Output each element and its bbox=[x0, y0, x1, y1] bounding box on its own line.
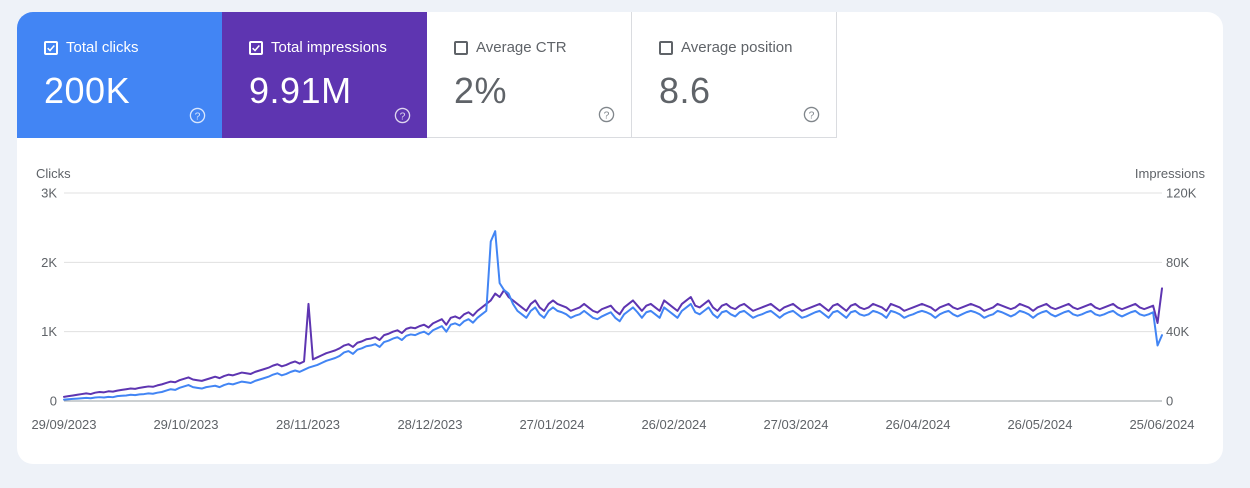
left-tick-label: 2K bbox=[41, 255, 57, 270]
performance-chart: Clicks Impressions 0 0 1K 40K 2K 80K 3K 120K 29/… bbox=[17, 152, 1223, 452]
right-tick-label: 80K bbox=[1166, 255, 1189, 270]
left-tick-label: 1K bbox=[41, 324, 57, 339]
metric-label: Total impressions bbox=[271, 39, 387, 56]
x-tick-label: 29/09/2023 bbox=[31, 417, 96, 432]
help-icon[interactable]: ? bbox=[598, 106, 615, 123]
series-line-total-clicks[interactable] bbox=[63, 230, 1163, 401]
right-tick-label: 0 bbox=[1166, 394, 1173, 409]
x-tick-label: 27/01/2024 bbox=[519, 417, 584, 432]
line-chart: Clicks Impressions 0 0 1K 40K 2K 80K 3K 120K 29/… bbox=[31, 166, 1206, 433]
metric-value: 200K bbox=[44, 70, 131, 111]
metric-value: 8.6 bbox=[659, 70, 711, 111]
right-tick-label: 40K bbox=[1166, 324, 1189, 339]
axis-ticks: 0 0 1K 40K 2K 80K 3K 120K 29/09/2023 29/10/2023 28… bbox=[31, 186, 1196, 433]
help-icon[interactable]: ? bbox=[394, 107, 411, 124]
svg-text:?: ? bbox=[604, 110, 610, 121]
x-tick-label: 29/10/2023 bbox=[153, 417, 218, 432]
x-tick-label: 27/03/2024 bbox=[763, 417, 828, 432]
metric-average-position[interactable]: Average position 8.6 ? bbox=[632, 12, 837, 138]
metric-value: 9.91M bbox=[249, 70, 352, 111]
x-tick-label: 28/12/2023 bbox=[397, 417, 462, 432]
series-line-total-impressions[interactable] bbox=[63, 287, 1163, 398]
grid-lines bbox=[64, 192, 1162, 402]
metric-label: Average CTR bbox=[476, 39, 567, 56]
x-tick-label: 26/05/2024 bbox=[1007, 417, 1072, 432]
series-lines bbox=[63, 230, 1163, 401]
metric-label: Total clicks bbox=[66, 39, 139, 56]
x-tick-label: 26/02/2024 bbox=[641, 417, 706, 432]
svg-text:?: ? bbox=[809, 110, 815, 121]
help-icon[interactable]: ? bbox=[189, 107, 206, 124]
metric-total-impressions[interactable]: Total impressions 9.91M ? bbox=[222, 12, 427, 138]
x-tick-label: 25/06/2024 bbox=[1129, 417, 1194, 432]
performance-card: Total clicks 200K ? Total impressions 9.… bbox=[17, 12, 1223, 464]
metric-average-ctr[interactable]: Average CTR 2% ? bbox=[427, 12, 632, 138]
metric-total-clicks[interactable]: Total clicks 200K ? bbox=[17, 12, 222, 138]
checkbox-checked-icon[interactable] bbox=[249, 40, 263, 55]
right-axis-label: Impressions bbox=[1135, 166, 1206, 181]
help-icon[interactable]: ? bbox=[803, 106, 820, 123]
metric-label: Average position bbox=[681, 39, 793, 56]
metric-value: 2% bbox=[454, 70, 508, 111]
right-tick-label: 120K bbox=[1166, 186, 1197, 201]
checkbox-unchecked-icon[interactable] bbox=[659, 40, 673, 55]
svg-text:?: ? bbox=[195, 111, 201, 122]
svg-text:?: ? bbox=[400, 111, 406, 122]
left-tick-label: 3K bbox=[41, 186, 57, 201]
checkbox-unchecked-icon[interactable] bbox=[454, 40, 468, 55]
x-tick-label: 28/11/2023 bbox=[276, 417, 340, 432]
left-axis-label: Clicks bbox=[36, 166, 71, 181]
x-tick-label: 26/04/2024 bbox=[885, 417, 950, 432]
left-tick-label: 0 bbox=[50, 394, 57, 409]
checkbox-checked-icon[interactable] bbox=[44, 40, 58, 55]
metric-tabs: Total clicks 200K ? Total impressions 9.… bbox=[17, 12, 837, 138]
